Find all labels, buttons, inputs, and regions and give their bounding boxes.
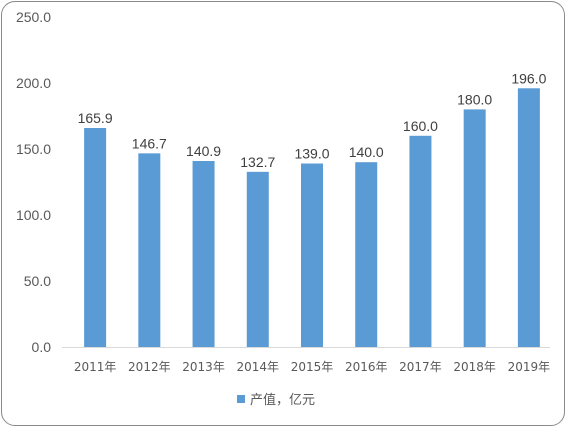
data-label: 165.9: [78, 110, 113, 126]
data-label: 139.0: [294, 146, 329, 162]
bar: [517, 88, 540, 347]
y-tick-label: 50.0: [24, 273, 51, 289]
x-tick-label: 2016年: [345, 360, 388, 374]
x-tick-label: 2011年: [74, 360, 117, 374]
x-axis-categories: 2011年 2012年 2013年 2014年 2015年 2016年 2017年 2018年…: [74, 360, 550, 374]
legend-label: 产值，亿元: [250, 392, 315, 408]
bar: [84, 128, 107, 347]
x-tick-label: 2017年: [399, 360, 442, 374]
legend: 产值，亿元: [237, 392, 315, 408]
bar: [192, 161, 215, 347]
y-tick-label: 0.0: [32, 339, 52, 355]
data-label: 160.0: [403, 118, 438, 134]
y-tick-label: 100.0: [16, 207, 51, 223]
legend-swatch: [237, 395, 245, 403]
x-tick-label: 2018年: [453, 360, 496, 374]
data-label: 180.0: [457, 91, 492, 107]
bar: [138, 153, 161, 347]
bar: [246, 171, 269, 347]
data-label: 196.0: [511, 70, 546, 86]
x-tick-label: 2014年: [237, 360, 280, 374]
bar: [409, 135, 432, 347]
y-tick-label: 250.0: [16, 9, 51, 25]
data-label: 132.7: [240, 154, 275, 170]
data-labels-group: 165.9 146.7 140.9 132.7 139.0 140.0 160.0 180.0…: [78, 70, 547, 170]
bar: [301, 163, 323, 347]
y-axis-ticks: 0.0 50.0 100.0 150.0 200.0 250.0: [16, 9, 51, 355]
bars-group: [84, 88, 540, 348]
bar: [355, 162, 378, 347]
x-tick-label: 2012年: [128, 360, 171, 374]
data-label: 140.0: [349, 144, 384, 160]
x-tick-label: 2019年: [508, 360, 551, 374]
y-tick-label: 150.0: [16, 141, 51, 157]
data-label: 146.7: [132, 135, 167, 151]
data-label: 140.9: [186, 143, 221, 159]
x-tick-label: 2013年: [182, 360, 225, 374]
bar: [463, 109, 486, 348]
y-tick-label: 200.0: [16, 75, 51, 91]
x-tick-label: 2015年: [291, 360, 334, 374]
